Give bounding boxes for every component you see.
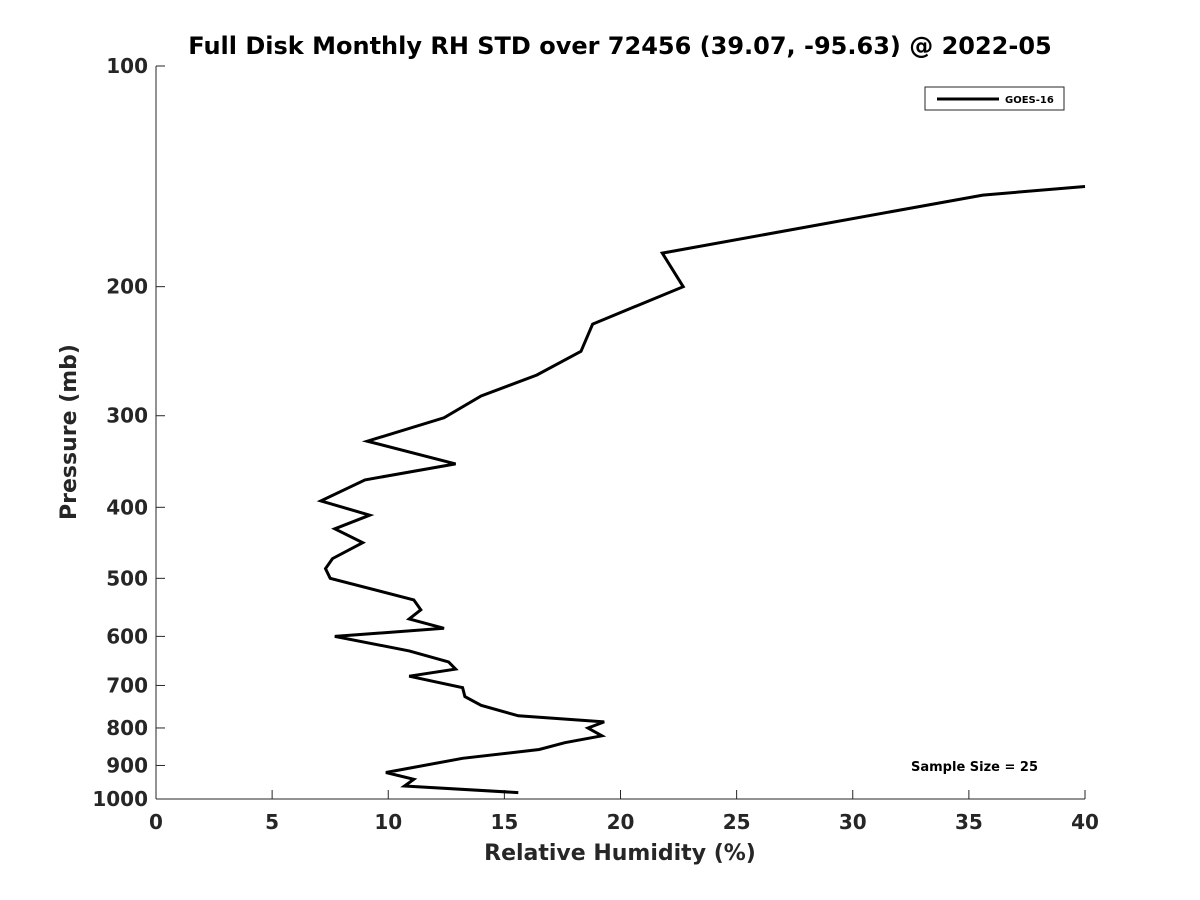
x-tick-label: 20 <box>607 810 635 834</box>
y-ticks: 100 200 300 400 500 600 700 800 900 1000 <box>92 54 165 811</box>
x-tick-label: 40 <box>1071 810 1099 834</box>
x-tick-label: 0 <box>149 810 163 834</box>
x-axis-label: Relative Humidity (%) <box>484 841 756 866</box>
x-tick-label: 15 <box>490 810 518 834</box>
sample-size-annotation: Sample Size = 25 <box>911 760 1038 775</box>
chart-title: Full Disk Monthly RH STD over 72456 (39.… <box>188 32 1051 60</box>
y-tick-label: 700 <box>106 673 148 697</box>
y-tick-label: 300 <box>106 404 148 428</box>
x-tick-label: 25 <box>723 810 751 834</box>
y-tick-label: 100 <box>106 54 148 78</box>
legend: GOES-16 <box>924 86 1065 111</box>
y-axis-label: Pressure (mb) <box>57 344 82 520</box>
y-tick-label: 200 <box>106 275 148 299</box>
x-tick-label: 5 <box>265 810 279 834</box>
y-tick-label: 600 <box>106 624 148 648</box>
series-line-goes-16 <box>316 185 1086 795</box>
x-tick-label: 10 <box>374 810 402 834</box>
plot-area: 0 5 10 15 20 25 30 35 40 100 200 300 400 500 600 700 80… <box>92 54 1099 834</box>
x-tick-label: 30 <box>839 810 867 834</box>
y-tick-label: 400 <box>106 495 148 519</box>
y-tick-label: 800 <box>106 716 148 740</box>
y-tick-label: 900 <box>106 753 148 777</box>
y-tick-label: 1000 <box>92 787 148 811</box>
x-tick-label: 35 <box>955 810 983 834</box>
x-ticks: 0 5 10 15 20 25 30 35 40 <box>149 790 1099 834</box>
y-tick-label: 500 <box>106 566 148 590</box>
legend-label: GOES-16 <box>1005 95 1054 106</box>
